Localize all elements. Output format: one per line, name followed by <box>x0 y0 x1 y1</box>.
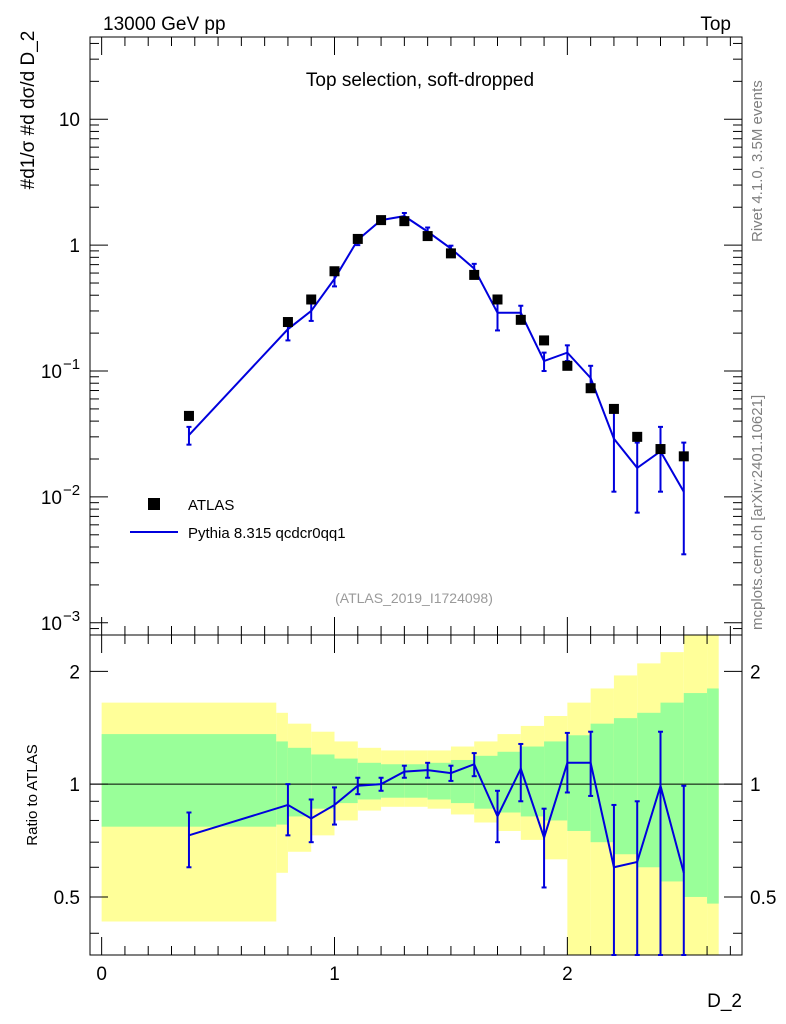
ratio-band-inner <box>544 741 568 821</box>
ratio-x-tick-label: 0 <box>96 964 107 985</box>
data-point <box>445 248 456 259</box>
ratio-y-tick-label-right: 0.5 <box>750 888 776 909</box>
legend: ATLAS Pythia 8.315 qcdcr0qq1 <box>130 497 346 542</box>
ratio-y-tick-labels-left: 210.5 <box>54 662 80 909</box>
header-right: Top <box>700 14 731 35</box>
ratio-x-tick-label: 1 <box>329 964 340 985</box>
data-point <box>678 451 689 462</box>
main-y-tick-label: 10 <box>41 488 62 509</box>
x-axis-label: D_2 <box>707 991 742 1012</box>
data-point <box>585 383 596 394</box>
data-point <box>399 216 410 227</box>
ratio-band-inner <box>707 688 719 904</box>
ratio-band-inner <box>404 764 428 798</box>
main-y-tick-exponent: −1 <box>63 356 80 373</box>
legend-mc-label: Pythia 8.315 qcdcr0qq1 <box>188 525 346 542</box>
ratio-x-tick-labels: 0 1 2 <box>96 964 572 985</box>
ratio-band-inner <box>287 747 312 817</box>
ratio-band-inner <box>613 718 638 855</box>
data-point <box>352 233 363 244</box>
data-point <box>376 215 387 226</box>
ratio-band-inner <box>276 741 288 825</box>
main-y-tick-label: 1 <box>69 236 80 257</box>
main-y-tick-label: 10 <box>41 614 62 635</box>
ratio-band-inner <box>567 735 591 831</box>
mc-line <box>188 215 685 493</box>
main-y-ticks <box>90 42 742 636</box>
main-y-tick-exponent: −3 <box>63 608 80 625</box>
ratio-bands <box>101 635 719 955</box>
data-point <box>632 431 643 442</box>
ratio-band-inner <box>637 712 661 868</box>
ratio-band-inner <box>683 693 708 897</box>
data-point <box>608 403 619 414</box>
main-marks <box>183 211 689 556</box>
ratio-y-label: Ratio to ATLAS <box>24 744 41 845</box>
ratio-plot-frame <box>89 634 743 956</box>
ratio-band-inner <box>381 764 405 798</box>
ratio-y-ticks <box>90 670 742 934</box>
main-y-tick-exponent: −2 <box>63 482 80 499</box>
legend-data-label: ATLAS <box>188 497 234 514</box>
data-point <box>422 231 433 242</box>
legend-data-marker <box>148 498 160 510</box>
main-y-tick-label: 10 <box>59 110 80 131</box>
ratio-band-inner <box>497 751 521 813</box>
data-point <box>183 410 194 421</box>
ratio-y-tick-label-left: 1 <box>69 775 80 796</box>
main-title: Top selection, soft-dropped <box>306 70 534 91</box>
data-point <box>469 269 480 280</box>
ratio-y-tick-label-right: 2 <box>750 662 761 683</box>
ratio-band-inner <box>357 762 382 800</box>
data-point <box>655 444 666 455</box>
ratio-band-inner <box>474 755 498 809</box>
main-plot-frame <box>89 36 743 636</box>
data-point <box>562 360 573 371</box>
main-y-label: #d1/σ #d dσ/d D_2 <box>18 31 39 190</box>
side-text-rivet: Rivet 4.1.0, 3.5M events <box>749 80 766 242</box>
ratio-band-inner <box>590 723 614 843</box>
ratio-y-tick-label-right: 1 <box>750 775 761 796</box>
analysis-id: (ATLAS_2019_I1724098) <box>335 590 493 606</box>
ratio-band-inner <box>311 754 335 809</box>
main-y-tick-label: 10 <box>41 362 62 383</box>
header-left: 13000 GeV pp <box>103 14 226 35</box>
ratio-y-tick-label-left: 2 <box>69 662 80 683</box>
ratio-y-tick-label-left: 0.5 <box>54 888 80 909</box>
data-point <box>282 317 293 328</box>
side-text-mcplots: mcplots.cern.ch [arXiv:2401.10621] <box>749 395 766 630</box>
ratio-marks <box>186 730 687 956</box>
data-point <box>492 294 503 305</box>
data-point <box>329 266 340 277</box>
ratio-y-tick-labels-right: 210.5 <box>750 662 776 909</box>
ratio-x-tick-label: 2 <box>562 964 573 985</box>
ratio-band-inner <box>334 758 358 804</box>
main-x-ticks <box>101 37 731 635</box>
data-point <box>515 314 526 325</box>
data-point <box>539 335 550 346</box>
ratio-band-inner <box>427 762 451 800</box>
data-point <box>306 294 317 305</box>
ratio-band-inner <box>660 702 684 882</box>
ratio-band-inner <box>520 746 545 817</box>
ratio-band-inner <box>101 734 277 827</box>
